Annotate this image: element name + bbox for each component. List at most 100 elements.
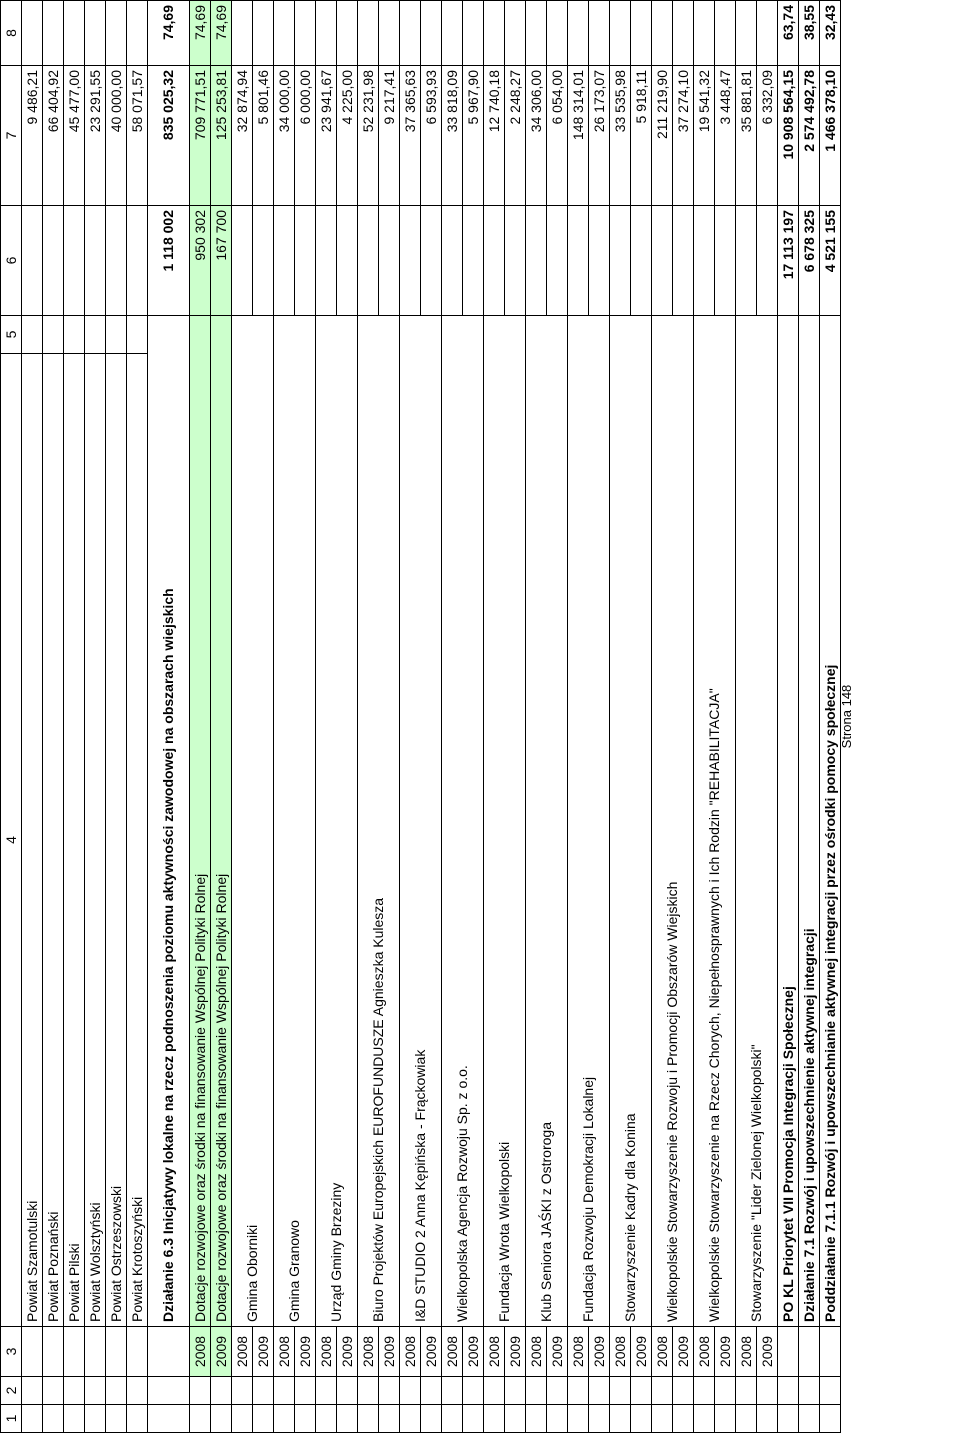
item-v7: 35 881,81 [736, 66, 757, 206]
item-v7: 33 535,98 [610, 66, 631, 206]
item-v7: 23 941,67 [316, 66, 337, 206]
year-cell: 2009 [589, 1327, 610, 1377]
row-label: Powiat Pilski [64, 354, 85, 1327]
year-cell: 2008 [736, 1327, 757, 1377]
year-cell: 2008 [190, 1327, 211, 1377]
row-label: Powiat Ostrzeszowski [106, 354, 127, 1327]
year-cell: 2009 [715, 1327, 736, 1377]
green-label: Dotacje rozwojowe oraz środki na finanso… [190, 316, 211, 1327]
green-label: Dotacje rozwojowe oraz środki na finanso… [211, 316, 232, 1327]
item-v7: 3 448,47 [715, 66, 736, 206]
item-v7: 211 219,90 [652, 66, 673, 206]
item-v7: 5 918,11 [631, 66, 652, 206]
value-7: 23 291,55 [85, 66, 106, 206]
section-v7: 835 025,32 [148, 66, 190, 206]
item-label: I&D STUDIO 2 Anna Kępińska - Frąckowiak [400, 316, 442, 1327]
item-v7: 4 225,00 [337, 66, 358, 206]
page-number: Strona 148 [839, 0, 854, 1433]
value-7: 45 477,00 [64, 66, 85, 206]
green-v6: 167 700 [211, 206, 232, 316]
item-v7: 37 365,63 [400, 66, 421, 206]
item-v7: 148 314,01 [568, 66, 589, 206]
item-label: Biuro Projektów Europejskich EUROFUNDUSZ… [358, 316, 400, 1327]
item-label: Gmina Granowo [274, 316, 316, 1327]
item-label: Stowarzyszenie Kadry dla Konina [610, 316, 652, 1327]
item-v7: 6 332,09 [757, 66, 778, 206]
year-cell: 2008 [568, 1327, 589, 1377]
item-label: Wielkopolskie Stowarzyszenie Rozwoju i P… [652, 316, 694, 1327]
footer-v7: 2 574 492,78 [799, 66, 820, 206]
footer-v8: 38,55 [799, 1, 820, 66]
year-cell: 2008 [652, 1327, 673, 1377]
section-v6: 1 118 002 [148, 206, 190, 316]
year-cell: 2009 [337, 1327, 358, 1377]
item-label: Stowarzyszenie "Lider Zielonej Wielkopol… [736, 316, 778, 1327]
item-v7: 2 248,27 [505, 66, 526, 206]
item-label: Klub Seniora JAŚKI z Ostroroga [526, 316, 568, 1327]
item-label: Fundacja Rozwoju Demokracji Lokalnej [568, 316, 610, 1327]
item-v7: 6 000,00 [295, 66, 316, 206]
value-7: 58 071,57 [127, 66, 148, 206]
year-cell: 2009 [211, 1327, 232, 1377]
col-header-1: 1 [1, 1405, 22, 1433]
item-label: Urząd Gminy Brzeziny [316, 316, 358, 1327]
year-cell: 2009 [253, 1327, 274, 1377]
item-v7: 32 874,94 [232, 66, 253, 206]
year-cell: 2009 [757, 1327, 778, 1377]
year-cell: 2008 [442, 1327, 463, 1377]
item-label: Wielkopolskie Stowarzyszenie na Rzecz Ch… [694, 316, 736, 1327]
item-v7: 19 541,32 [694, 66, 715, 206]
footer-v6: 4 521 155 [820, 206, 841, 316]
item-v7: 12 740,18 [484, 66, 505, 206]
col-header-8: 8 [1, 1, 22, 66]
year-cell: 2009 [547, 1327, 568, 1377]
col-header-4: 4 [1, 354, 22, 1327]
year-cell: 2008 [400, 1327, 421, 1377]
year-cell: 2009 [421, 1327, 442, 1377]
year-cell: 2009 [631, 1327, 652, 1377]
year-cell: 2009 [379, 1327, 400, 1377]
green-v8: 74,69 [211, 1, 232, 66]
footer-v6: 6 678 325 [799, 206, 820, 316]
year-cell: 2008 [484, 1327, 505, 1377]
item-v7: 34 000,00 [274, 66, 295, 206]
col-header-3: 3 [1, 1327, 22, 1377]
footer-v7: 10 908 564,15 [778, 66, 799, 206]
footer-v7: 1 466 378,10 [820, 66, 841, 206]
footer-v6: 17 113 197 [778, 206, 799, 316]
item-label: Fundacja Wrota Wielkopolski [484, 316, 526, 1327]
year-cell: 2008 [358, 1327, 379, 1377]
year-cell: 2008 [316, 1327, 337, 1377]
green-v7: 709 771,51 [190, 66, 211, 206]
value-7: 66 404,92 [43, 66, 64, 206]
green-v6: 950 302 [190, 206, 211, 316]
footer-label: Poddziałanie 7.1.1 Rozwój i upowszechnia… [820, 316, 841, 1327]
item-v7: 34 306,00 [526, 66, 547, 206]
item-v7: 9 217,41 [379, 66, 400, 206]
green-v7: 125 253,81 [211, 66, 232, 206]
item-v7: 33 818,09 [442, 66, 463, 206]
year-cell: 2008 [232, 1327, 253, 1377]
item-v7: 52 231,98 [358, 66, 379, 206]
value-7: 9 486,21 [22, 66, 43, 206]
green-v8: 74,69 [190, 1, 211, 66]
year-cell: 2009 [673, 1327, 694, 1377]
row-label: Powiat Wolsztyński [85, 354, 106, 1327]
value-7: 40 000,00 [106, 66, 127, 206]
col-header-6: 6 [1, 206, 22, 316]
col-header-5: 5 [1, 316, 22, 354]
data-table: 12345678Powiat Szamotulski9 486,21Powiat… [0, 0, 841, 1433]
footer-label: Działanie 7.1 Rozwój i upowszechnienie a… [799, 316, 820, 1327]
year-cell: 2008 [274, 1327, 295, 1377]
item-v7: 6 054,00 [547, 66, 568, 206]
section-title: Działanie 6.3 Inicjatywy lokalne na rzec… [148, 316, 190, 1327]
item-v7: 26 173,07 [589, 66, 610, 206]
footer-v8: 32,43 [820, 1, 841, 66]
col-header-2: 2 [1, 1377, 22, 1405]
footer-v8: 63,74 [778, 1, 799, 66]
year-cell: 2009 [463, 1327, 484, 1377]
section-v8: 74,69 [148, 1, 190, 66]
footer-label: PO KL Priorytet VII Promocja Integracji … [778, 316, 799, 1327]
row-label: Powiat Krotoszyński [127, 354, 148, 1327]
row-label: Powiat Szamotulski [22, 354, 43, 1327]
